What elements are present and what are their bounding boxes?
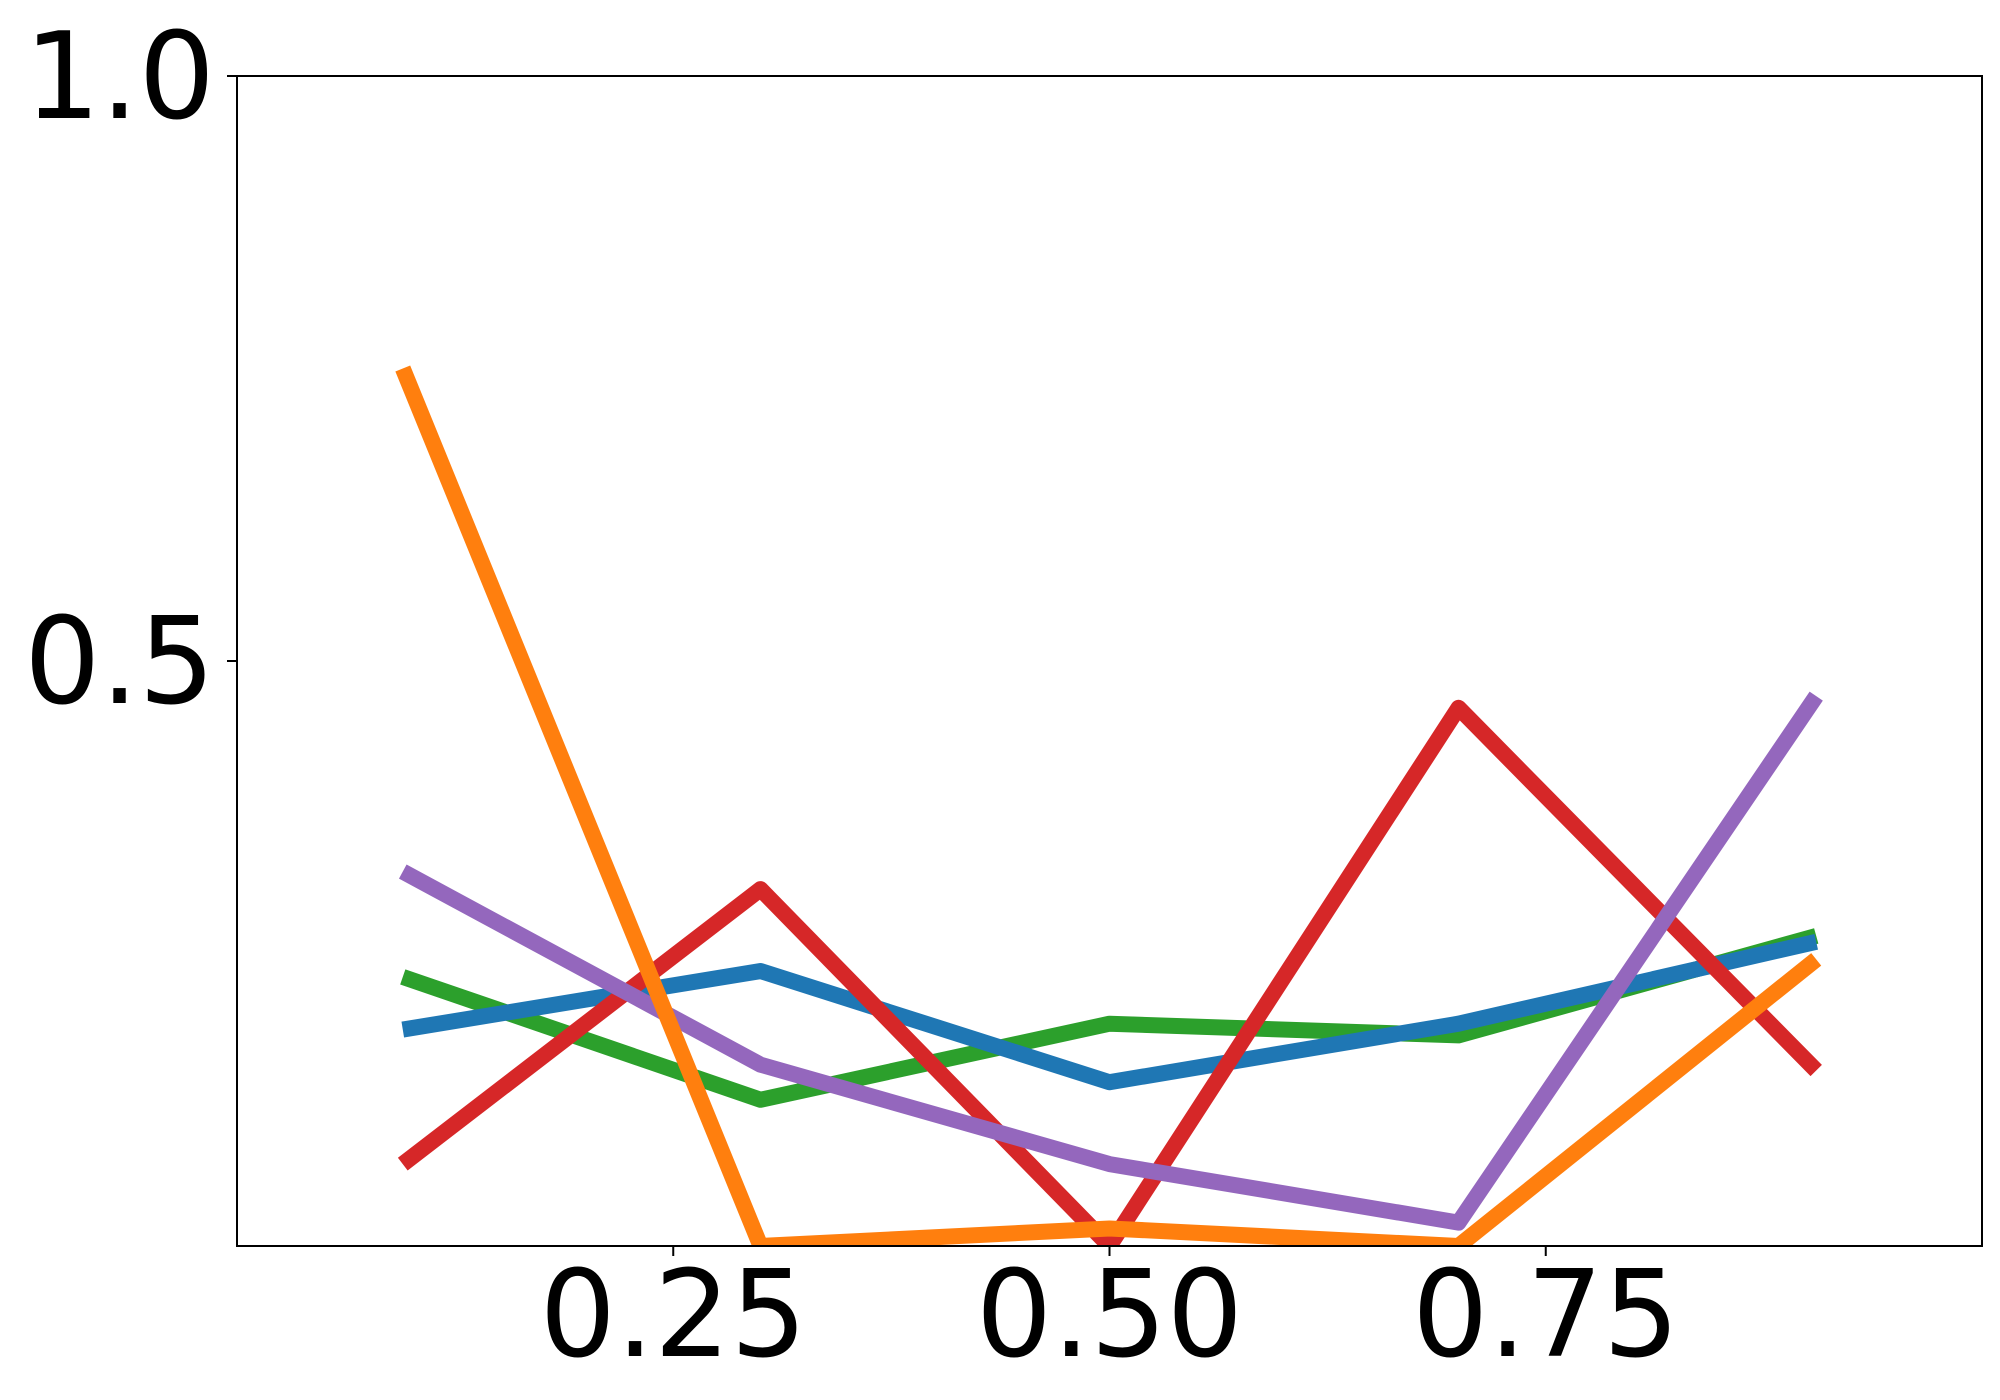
plot-background [237, 76, 1982, 1246]
y-tick-label: 0.5 [24, 593, 215, 732]
y-tick-label: 1.0 [24, 8, 215, 147]
series-line-5 [395, 365, 1822, 1246]
y-axis: 0.5 1.0 [24, 8, 237, 732]
x-tick-label: 0.50 [976, 1246, 1243, 1385]
x-tick-label: 0.25 [540, 1246, 807, 1385]
series-layer [395, 365, 1823, 1246]
series-line-4 [398, 691, 1823, 1231]
x-tick-label: 0.75 [1412, 1246, 1679, 1385]
series-line-3 [397, 699, 1822, 1246]
x-axis: 0.25 0.50 0.75 [540, 1246, 1679, 1385]
